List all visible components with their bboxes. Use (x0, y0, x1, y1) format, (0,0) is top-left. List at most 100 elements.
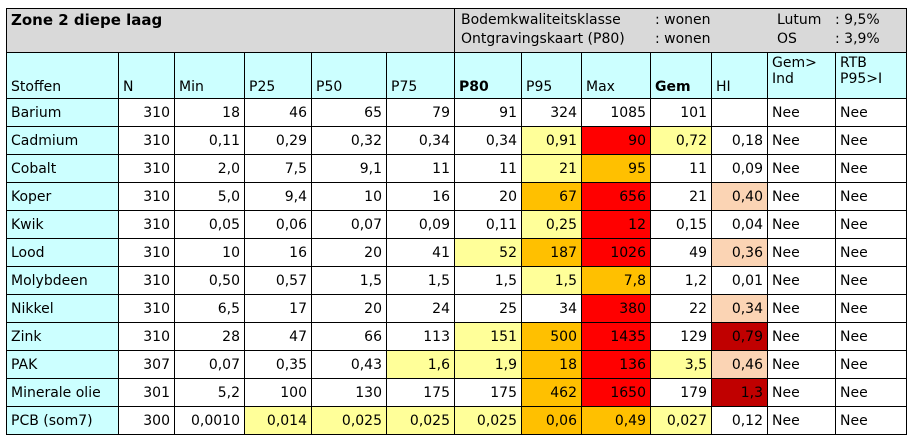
table-cell: Nee (835, 210, 907, 239)
table-cell: Nee (835, 322, 907, 351)
table-cell: 151 (454, 322, 522, 351)
table-cell: 301 (118, 378, 175, 407)
table-cell: 307 (118, 350, 175, 379)
table-cell: 20 (311, 294, 387, 323)
table-cell: 0,25 (521, 210, 582, 239)
table-cell: 21 (650, 182, 712, 211)
table-cell: 1650 (581, 378, 651, 407)
substance-name-cell: Nikkel (6, 294, 119, 323)
table-cell: 9,1 (311, 154, 387, 183)
table-cell: 0,07 (311, 210, 387, 239)
substance-name-cell: Barium (6, 98, 119, 127)
table-cell: 0,025 (311, 406, 387, 435)
table-cell: 0,35 (244, 350, 312, 379)
table-cell: 41 (386, 238, 455, 267)
table-cell: 18 (174, 98, 245, 127)
table-row: PCB (som7) 300 0,0010 0,014 0,025 0,025 0,025 0… (6, 406, 907, 435)
table-cell: 11 (454, 154, 522, 183)
table-cell: 656 (581, 182, 651, 211)
table-cell: Nee (767, 210, 836, 239)
table-cell: 0,07 (174, 350, 245, 379)
excavation-map-value: : wonen (655, 31, 711, 47)
table-cell: 91 (454, 98, 522, 127)
table-row: Kwik 310 0,05 0,06 0,07 0,09 0,11 0,25 12 0,15 0,0… (6, 210, 907, 239)
table-cell: 0,34 (386, 126, 455, 155)
table-cell: 5,0 (174, 182, 245, 211)
table-row: Barium 310 18 46 65 79 91 324 1085 101 Nee Nee (6, 98, 907, 127)
substance-name-cell: PCB (som7) (6, 406, 119, 435)
table-cell: 2,0 (174, 154, 245, 183)
table-cell: Nee (835, 182, 907, 211)
table-row: PAK 307 0,07 0,35 0,43 1,6 1,9 18 136 3,5 0,46 Nee N… (6, 350, 907, 379)
excavation-map-label: Ontgravingskaart (P80) (461, 31, 625, 47)
table-cell: 310 (118, 294, 175, 323)
lutum-label: Lutum (777, 12, 822, 28)
table-cell: 52 (454, 238, 522, 267)
table-cell: 18 (521, 350, 582, 379)
substance-name-cell: PAK (6, 350, 119, 379)
table-row: Cobalt 310 2,0 7,5 9,1 11 11 21 95 11 0,09 Nee Nee (6, 154, 907, 183)
table-cell: 310 (118, 210, 175, 239)
table-cell: 65 (311, 98, 387, 127)
column-header: Gem (650, 52, 712, 99)
table-cell: 12 (581, 210, 651, 239)
table-cell: 11 (386, 154, 455, 183)
table-cell: Nee (835, 378, 907, 407)
table-cell: 310 (118, 322, 175, 351)
table-cell: 10 (174, 238, 245, 267)
table-cell: 310 (118, 126, 175, 155)
column-header: Gem> Ind (767, 52, 836, 99)
substance-name-cell: Koper (6, 182, 119, 211)
column-header: HI (711, 52, 768, 99)
substance-name-cell: Cobalt (6, 154, 119, 183)
table-cell: 1,5 (521, 266, 582, 295)
table-cell: 3,5 (650, 350, 712, 379)
table-cell: 310 (118, 154, 175, 183)
table-cell: 90 (581, 126, 651, 155)
soil-class-value: : wonen (655, 12, 711, 28)
table-title: Zone 2 diepe laag (6, 8, 455, 53)
table-cell: 310 (118, 266, 175, 295)
column-header: P95 (521, 52, 582, 99)
table-cell: Nee (767, 294, 836, 323)
table-cell: 175 (386, 378, 455, 407)
table-cell: Nee (767, 322, 836, 351)
table-cell: 7,5 (244, 154, 312, 183)
table-cell: 0,18 (711, 126, 768, 155)
table-cell: 0,91 (521, 126, 582, 155)
table-cell: 6,5 (174, 294, 245, 323)
table-cell: 0,12 (711, 406, 768, 435)
table-cell: 0,0010 (174, 406, 245, 435)
table-cell: Nee (767, 350, 836, 379)
table-cell: 0,46 (711, 350, 768, 379)
table-cell: Nee (835, 126, 907, 155)
table-cell: 380 (581, 294, 651, 323)
table-cell: 0,49 (581, 406, 651, 435)
substance-name-cell: Lood (6, 238, 119, 267)
table-cell: Nee (767, 406, 836, 435)
column-header: N (118, 52, 175, 99)
table-cell: 79 (386, 98, 455, 127)
column-header: P25 (244, 52, 312, 99)
table-row: Zink 310 28 47 66 113 151 500 1435 129 0,79 Nee Nee (6, 322, 907, 351)
os-label: OS (777, 31, 797, 47)
table-body: Barium 310 18 46 65 79 91 324 1085 101 Nee Nee Cadmi… (6, 98, 907, 435)
table-cell: 187 (521, 238, 582, 267)
column-header: Stoffen (6, 52, 119, 99)
column-header: P75 (386, 52, 455, 99)
table-cell: 1,5 (454, 266, 522, 295)
table-cell: 179 (650, 378, 712, 407)
table-cell: 0,06 (244, 210, 312, 239)
table-cell: 17 (244, 294, 312, 323)
table-cell: 0,40 (711, 182, 768, 211)
table-cell: 7,8 (581, 266, 651, 295)
table-cell: 1,9 (454, 350, 522, 379)
table-cell: 5,2 (174, 378, 245, 407)
table-cell: 1,2 (650, 266, 712, 295)
table-cell: 20 (311, 238, 387, 267)
table-cell: 9,4 (244, 182, 312, 211)
table-cell: Nee (767, 378, 836, 407)
table-cell: 310 (118, 238, 175, 267)
table-row: Lood 310 10 16 20 41 52 187 1026 49 0,36 Nee Nee (6, 238, 907, 267)
table-cell: 0,014 (244, 406, 312, 435)
